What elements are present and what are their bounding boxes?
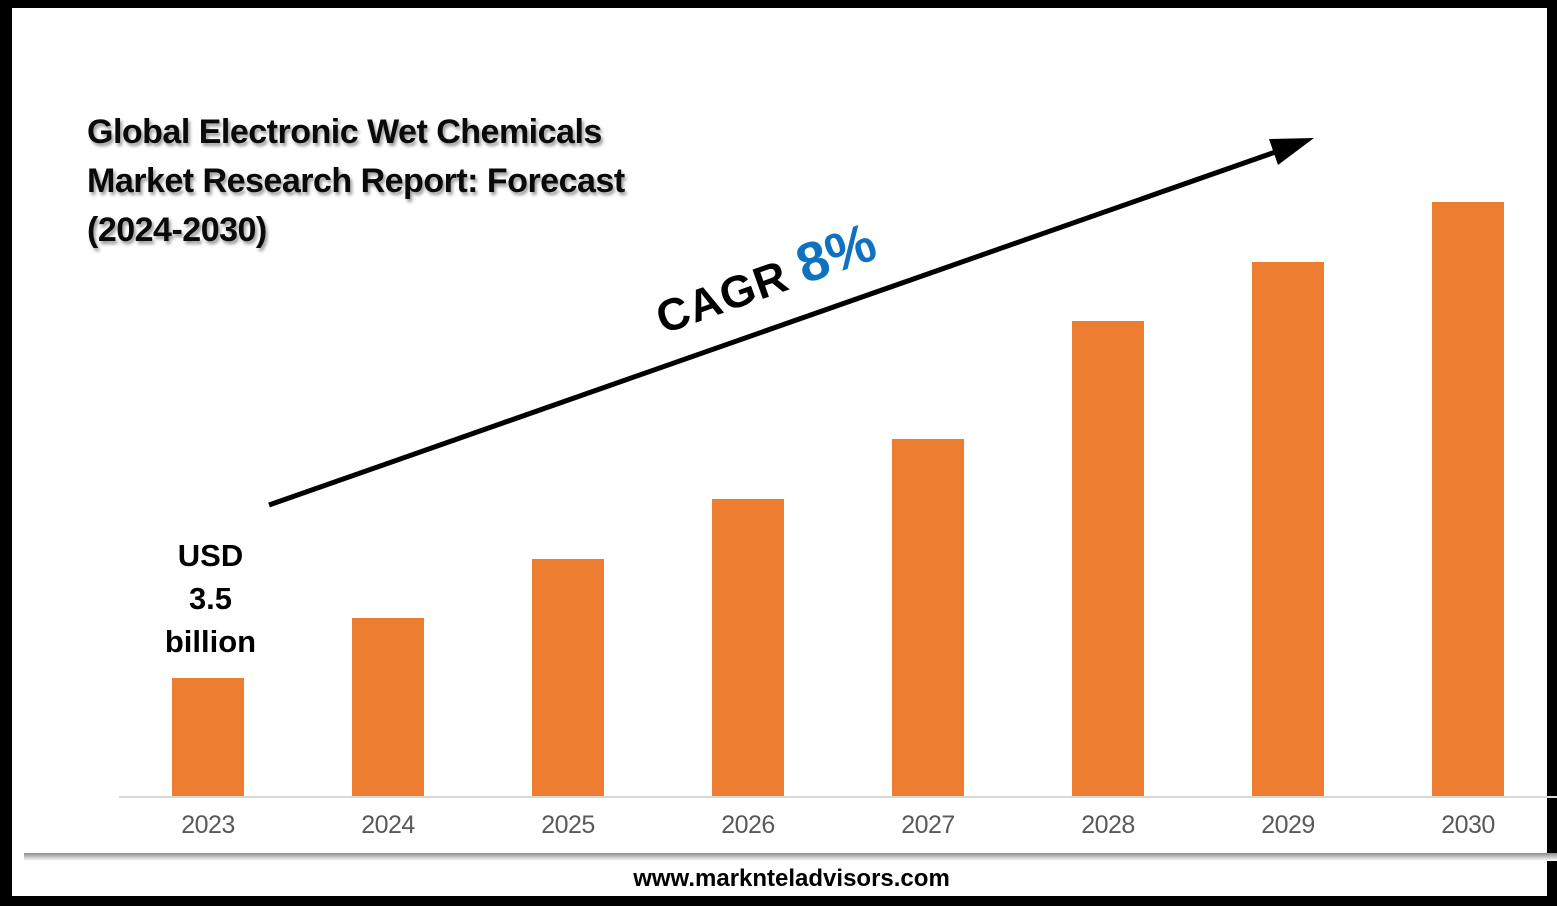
bar-2028 xyxy=(1072,321,1144,798)
cagr-annotation: CAGR8% xyxy=(646,209,884,346)
bar-2024 xyxy=(352,618,424,798)
bar-2029 xyxy=(1252,262,1324,798)
x-axis-label-2029: 2029 xyxy=(1261,811,1315,839)
bar-2026 xyxy=(712,499,784,798)
chart-canvas: Global Electronic Wet Chemicals Market R… xyxy=(12,8,1557,896)
chart-title-line-2: Market Research Report: Forecast xyxy=(87,162,625,200)
x-axis-label-2024: 2024 xyxy=(361,811,415,839)
chart-title: Global Electronic Wet Chemicals Market R… xyxy=(87,108,625,255)
x-axis-label-2030: 2030 xyxy=(1441,811,1495,839)
x-axis-label-2025: 2025 xyxy=(541,811,595,839)
bar-2027 xyxy=(892,439,964,798)
x-axis-label-2026: 2026 xyxy=(721,811,775,839)
start-value-line-2: 3.5 xyxy=(188,581,233,616)
x-axis-line xyxy=(119,796,1557,798)
x-axis-label-2027: 2027 xyxy=(901,811,955,839)
start-value-annotation: USD 3.5 billion xyxy=(138,534,283,663)
start-value-line-1: USD xyxy=(177,538,244,573)
bar-2023 xyxy=(172,678,244,798)
chart-title-line-1: Global Electronic Wet Chemicals xyxy=(87,113,602,151)
x-axis-label-2028: 2028 xyxy=(1081,811,1135,839)
footer-website-url: www.marknteladvisors.com xyxy=(633,865,950,892)
footer-divider xyxy=(24,853,1557,861)
x-axis-label-2023: 2023 xyxy=(181,811,235,839)
chart-title-line-3: (2024-2030) xyxy=(87,211,267,249)
cagr-value-text: 8% xyxy=(788,210,884,296)
start-value-line-3: billion xyxy=(164,624,257,659)
bar-2025 xyxy=(532,559,604,798)
bar-2030 xyxy=(1432,202,1504,798)
cagr-prefix-text: CAGR xyxy=(649,250,795,344)
